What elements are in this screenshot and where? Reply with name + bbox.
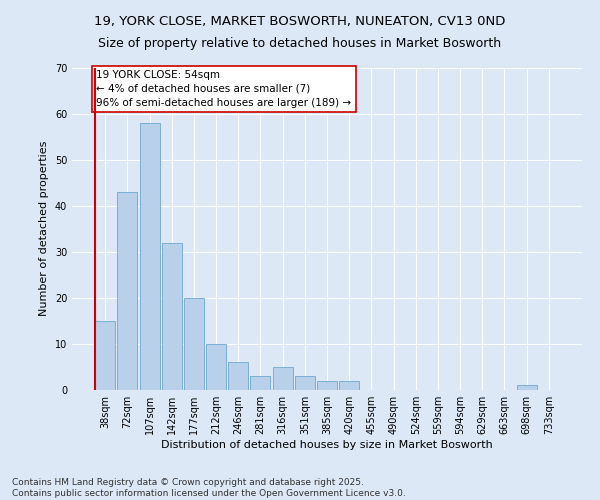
X-axis label: Distribution of detached houses by size in Market Bosworth: Distribution of detached houses by size … (161, 440, 493, 450)
Y-axis label: Number of detached properties: Number of detached properties (39, 141, 49, 316)
Bar (317, 381, 337, 390)
Bar (118, 192, 137, 390)
Bar (95, 321, 115, 390)
Text: 19 YORK CLOSE: 54sqm
← 4% of detached houses are smaller (7)
96% of semi-detache: 19 YORK CLOSE: 54sqm ← 4% of detached ho… (96, 70, 352, 108)
Bar (272, 367, 293, 390)
Bar (295, 376, 315, 390)
Text: Contains HM Land Registry data © Crown copyright and database right 2025.
Contai: Contains HM Land Registry data © Crown c… (12, 478, 406, 498)
Text: 19, YORK CLOSE, MARKET BOSWORTH, NUNEATON, CV13 0ND: 19, YORK CLOSE, MARKET BOSWORTH, NUNEATO… (94, 15, 506, 28)
Bar (228, 362, 248, 390)
Bar (162, 242, 182, 390)
Bar (250, 376, 271, 390)
Bar (517, 386, 536, 390)
Text: Size of property relative to detached houses in Market Bosworth: Size of property relative to detached ho… (98, 38, 502, 51)
Bar (140, 123, 160, 390)
Bar (339, 381, 359, 390)
Bar (184, 298, 204, 390)
Bar (206, 344, 226, 390)
